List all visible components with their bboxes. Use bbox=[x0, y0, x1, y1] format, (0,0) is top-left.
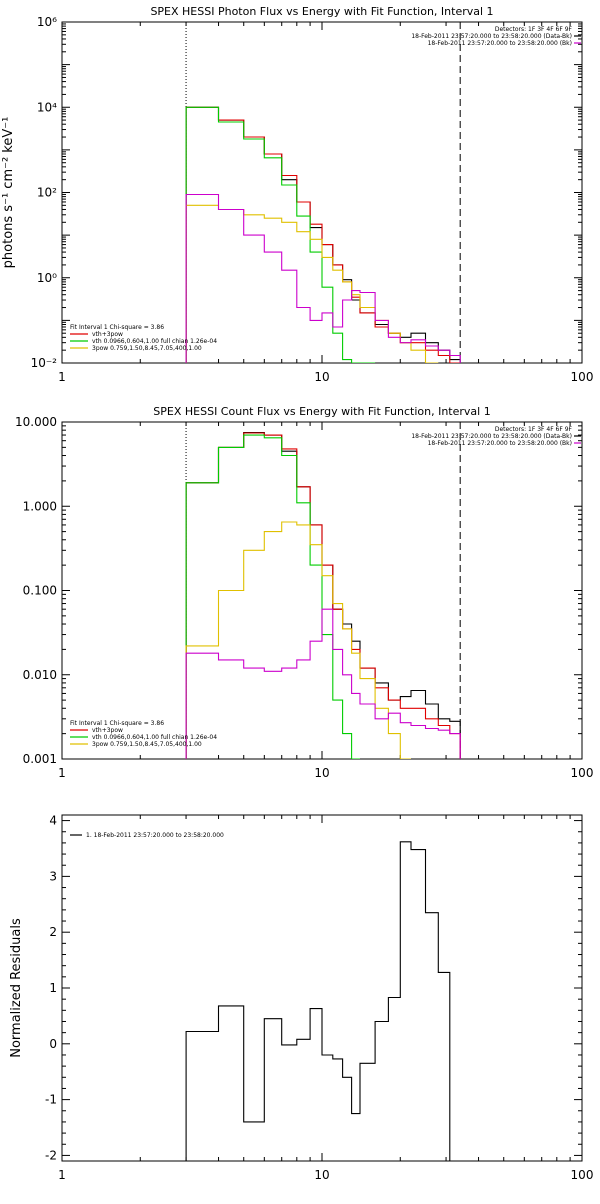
y-tick-label: -2 bbox=[45, 1148, 57, 1162]
series-line-0 bbox=[185, 106, 461, 363]
x-axis-ticks bbox=[61, 422, 583, 759]
y-tick-label: 10⁻² bbox=[31, 356, 58, 370]
series-line-3 bbox=[185, 204, 439, 363]
x-tick-label: 1 bbox=[58, 370, 66, 384]
y-tick-label: 0 bbox=[49, 1037, 57, 1051]
count-flux-panel: SPEX HESSI Count Flux vs Energy with Fit… bbox=[15, 405, 593, 780]
y-tick-label: 10.000 bbox=[15, 415, 57, 429]
y-tick-label: 3 bbox=[49, 869, 57, 883]
x-axis-ticks bbox=[61, 815, 583, 1161]
y-tick-label: 10⁶ bbox=[37, 15, 57, 29]
legend-label: vth+3pow bbox=[92, 331, 123, 338]
x-tick-label: 10 bbox=[314, 370, 329, 384]
series-line-0 bbox=[185, 841, 461, 1161]
series-line-2 bbox=[185, 106, 376, 363]
residuals-panel: 1 10 100 -2 -1 0 1 2 3 4 Normalized Residuals 1. 18… bbox=[9, 814, 593, 1182]
data-interval-label: 18-Feb-2011 23:57:20.000 to 23:58:20.000… bbox=[411, 433, 572, 440]
legend-label: 1. 18-Feb-2011 23:57:20.000 to 23:58:20.… bbox=[86, 832, 224, 839]
series-line-4 bbox=[185, 608, 461, 759]
chart-title: SPEX HESSI Photon Flux vs Energy with Fi… bbox=[150, 5, 493, 18]
chart-title: SPEX HESSI Count Flux vs Energy with Fit… bbox=[153, 405, 490, 418]
series-line-1 bbox=[185, 106, 461, 363]
legend-label: vth 0.0966,0.604,1.00 full chian 1.26e-0… bbox=[92, 338, 217, 345]
y-tick-label: 1 bbox=[49, 981, 57, 995]
x-tick-label: 100 bbox=[571, 766, 594, 780]
y-axis-ticks bbox=[62, 425, 582, 760]
x-tick-label: 10 bbox=[314, 1168, 329, 1182]
y-axis-ticks bbox=[62, 820, 582, 1156]
legend-label: 3pow 0.759,1.50,8.45,7.05,400,1.00 bbox=[92, 345, 202, 352]
x-tick-label: 100 bbox=[571, 1168, 594, 1182]
x-tick-label: 10 bbox=[314, 766, 329, 780]
x-tick-label: 1 bbox=[58, 1168, 66, 1182]
series-line-1 bbox=[185, 432, 461, 759]
legend-label: vth 0.0966,0.604,1.00 full chian 1.26e-0… bbox=[92, 734, 217, 741]
series-line-0 bbox=[185, 431, 461, 759]
legend-label: vth+3pow bbox=[92, 727, 123, 734]
y-tick-label: 10² bbox=[37, 186, 57, 200]
fit-chi-square-label: Fit Interval 1 Chi-square = 3.86 bbox=[70, 324, 164, 331]
y-tick-label: 0.010 bbox=[23, 668, 57, 682]
photon-flux-panel: SPEX HESSI Photon Flux vs Energy with Fi… bbox=[1, 5, 593, 384]
detectors-label: Detectors: 1F 3F 4F 6F 9F bbox=[495, 426, 573, 433]
legend-label: 3pow 0.759,1.50,8.45,7.05,400,1.00 bbox=[92, 741, 202, 748]
fit-chi-square-label: Fit Interval 1 Chi-square = 3.86 bbox=[70, 720, 164, 727]
y-tick-label: -1 bbox=[45, 1093, 57, 1107]
x-tick-label: 100 bbox=[571, 370, 594, 384]
y-tick-label: 2 bbox=[49, 925, 57, 939]
series-line-2 bbox=[185, 434, 360, 759]
series-line-4 bbox=[185, 193, 461, 363]
y-tick-label: 4 bbox=[49, 814, 57, 828]
background-interval-label: 18-Feb-2011 23:57:20.000 to 23:58:20.000… bbox=[428, 40, 572, 47]
y-tick-label: 0.100 bbox=[23, 584, 57, 598]
x-axis-ticks bbox=[61, 22, 583, 363]
y-axis-title: photons s⁻¹ cm⁻² keV⁻¹ bbox=[1, 117, 16, 269]
y-tick-label: 10⁴ bbox=[37, 100, 57, 114]
y-axis-ticks bbox=[62, 23, 582, 364]
y-tick-label: 10⁰ bbox=[37, 271, 57, 285]
background-interval-label: 18-Feb-2011 23:57:20.000 to 23:58:20.000… bbox=[428, 440, 572, 447]
plot-frame bbox=[61, 814, 583, 1162]
x-tick-label: 1 bbox=[58, 766, 66, 780]
data-interval-label: 18-Feb-2011 23:57:20.000 to 23:58:20.000… bbox=[411, 33, 572, 40]
y-tick-label: 0.001 bbox=[23, 752, 57, 766]
detectors-label: Detectors: 1F 3F 4F 6F 9F bbox=[495, 26, 573, 33]
y-axis-title: Normalized Residuals bbox=[9, 918, 24, 1058]
y-tick-label: 1.000 bbox=[23, 499, 57, 513]
plot-frame bbox=[61, 21, 583, 364]
series-line-3 bbox=[185, 521, 411, 759]
